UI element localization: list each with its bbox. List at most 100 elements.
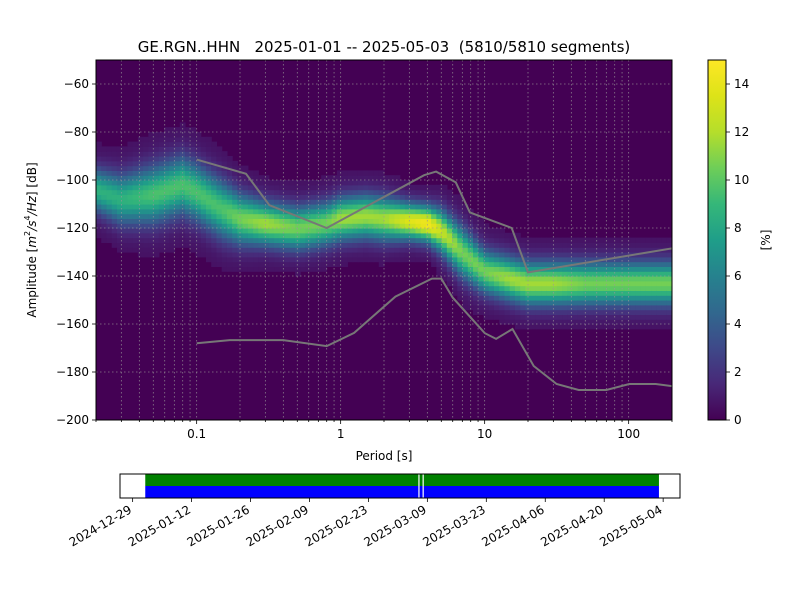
density-cell bbox=[232, 261, 238, 267]
density-cell bbox=[174, 232, 181, 239]
density-cell bbox=[504, 247, 511, 253]
density-cell bbox=[132, 242, 139, 248]
density-cell bbox=[242, 194, 249, 200]
density-cell bbox=[221, 252, 228, 258]
density-cell bbox=[577, 324, 584, 330]
timeline-plot: 2024-12-292025-01-122025-01-262025-02-09… bbox=[67, 473, 681, 549]
density-cell bbox=[148, 194, 155, 200]
density-cell bbox=[541, 324, 547, 330]
density-cell bbox=[462, 228, 469, 234]
density-cell bbox=[582, 247, 589, 253]
density-cell bbox=[499, 295, 506, 301]
density-cell bbox=[143, 232, 149, 239]
density-cell bbox=[263, 204, 270, 210]
density-cell bbox=[247, 237, 254, 243]
density-cell bbox=[420, 213, 427, 219]
density-cell bbox=[499, 266, 506, 272]
density-cell bbox=[352, 223, 359, 229]
density-cell bbox=[556, 280, 563, 287]
density-cell bbox=[300, 204, 307, 210]
density-cell bbox=[488, 252, 495, 258]
density-cell bbox=[556, 319, 563, 325]
density-cell bbox=[216, 213, 223, 219]
density-cell bbox=[116, 175, 123, 181]
density-cell bbox=[593, 256, 600, 263]
density-cell bbox=[603, 304, 610, 311]
density-cell bbox=[190, 160, 197, 167]
density-cell bbox=[483, 290, 490, 296]
density-cell bbox=[185, 136, 191, 143]
density-cell bbox=[441, 276, 448, 282]
density-cell bbox=[143, 252, 149, 258]
density-cell bbox=[205, 199, 212, 205]
density-cell bbox=[656, 295, 663, 301]
density-cell bbox=[441, 218, 448, 224]
density-cell bbox=[195, 237, 202, 243]
density-cell bbox=[127, 213, 134, 219]
density-cell bbox=[514, 295, 521, 301]
density-cell bbox=[190, 242, 197, 248]
density-cell bbox=[598, 266, 605, 272]
density-cell bbox=[535, 300, 542, 306]
density-cell bbox=[436, 247, 443, 253]
density-cell bbox=[410, 247, 417, 253]
density-cell bbox=[363, 237, 369, 243]
density-cell bbox=[137, 156, 144, 162]
density-cell bbox=[541, 314, 547, 320]
density-cell bbox=[352, 247, 359, 253]
density-cell bbox=[603, 252, 610, 258]
density-cell bbox=[399, 218, 406, 224]
density-cell bbox=[363, 223, 369, 229]
density-cell bbox=[352, 189, 359, 195]
density-cell bbox=[300, 218, 307, 224]
density-cell bbox=[520, 285, 526, 291]
density-cell bbox=[582, 271, 589, 277]
density-cell bbox=[384, 208, 390, 215]
density-cell bbox=[666, 242, 672, 248]
density-cell bbox=[221, 208, 228, 215]
density-cell bbox=[478, 218, 485, 224]
density-cell bbox=[499, 261, 506, 267]
density-cell bbox=[247, 266, 254, 272]
density-cell bbox=[614, 256, 621, 263]
density-cell bbox=[645, 304, 652, 311]
density-cell bbox=[200, 194, 207, 200]
density-cell bbox=[357, 252, 364, 258]
density-cell bbox=[457, 252, 464, 258]
density-cell bbox=[499, 309, 506, 315]
density-cell bbox=[635, 314, 642, 320]
density-cell bbox=[499, 228, 506, 234]
density-cell bbox=[143, 146, 149, 152]
density-cell bbox=[253, 252, 259, 258]
density-cell bbox=[378, 170, 385, 176]
density-cell bbox=[493, 304, 500, 311]
density-cell bbox=[122, 242, 129, 248]
density-cell bbox=[441, 189, 448, 195]
density-cell bbox=[378, 218, 385, 224]
density-cell bbox=[373, 232, 380, 239]
density-cell bbox=[598, 319, 605, 325]
density-cell bbox=[530, 319, 537, 325]
density-cell bbox=[562, 237, 568, 243]
density-cell bbox=[603, 309, 610, 315]
timeline-tick-label: 2025-05-04 bbox=[597, 502, 664, 549]
density-cell bbox=[221, 242, 228, 248]
density-cell bbox=[106, 199, 113, 205]
density-cell bbox=[226, 213, 233, 219]
density-cell bbox=[404, 252, 411, 258]
density-cell bbox=[509, 271, 516, 277]
density-cell bbox=[331, 184, 338, 191]
density-cell bbox=[504, 261, 511, 267]
density-cell bbox=[420, 242, 427, 248]
density-cell bbox=[158, 151, 165, 157]
density-cell bbox=[567, 309, 574, 315]
density-cell bbox=[185, 180, 191, 186]
density-cell bbox=[137, 170, 144, 176]
density-cell bbox=[357, 175, 364, 181]
density-cell bbox=[530, 300, 537, 306]
density-cell bbox=[640, 280, 647, 287]
density-cell bbox=[279, 199, 286, 205]
density-cell bbox=[661, 237, 668, 243]
density-cell bbox=[247, 204, 254, 210]
density-cell bbox=[294, 180, 301, 186]
